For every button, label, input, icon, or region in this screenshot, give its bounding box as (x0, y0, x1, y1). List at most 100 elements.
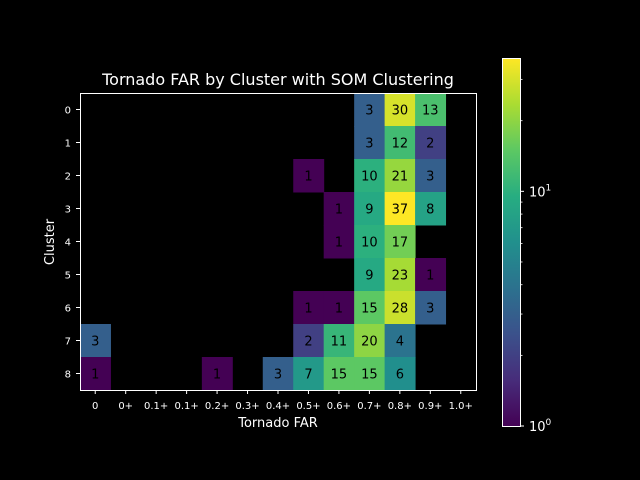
cell-value-label: 15 (361, 368, 378, 383)
heatmap-cell (293, 324, 325, 358)
cell-value-label: 17 (392, 236, 409, 251)
colorbar (502, 58, 521, 427)
y-tick-label: 5 (65, 271, 71, 282)
x-tick-label: 0.4+ (266, 401, 290, 412)
heatmap-cell (80, 357, 111, 391)
colorbar-minor-ticks (520, 78, 523, 356)
heatmap-cell (384, 192, 416, 226)
x-tick-label: 0.8+ (388, 401, 412, 412)
cell-value-label: 13 (422, 104, 439, 119)
cell-value-label: 1 (335, 302, 343, 317)
y-tick-label: 6 (65, 304, 71, 315)
cell-value-label: 37 (392, 203, 409, 218)
cell-value-label: 9 (365, 203, 373, 218)
cell-value-label: 4 (396, 335, 404, 350)
x-tick-label: 0.1+ (144, 401, 168, 412)
heatmap-cell (80, 324, 111, 358)
x-axis-ticks: 0 0+ 0.1+ 0.1+ 0.2+ 0.3+ 0.4+ 0.5+ 0.6+ 0.7+ 0.8+ 0… (92, 390, 473, 412)
x-tick-label: 0.1+ (174, 401, 198, 412)
heatmap-cell (384, 324, 416, 358)
x-tick-label: 0 (92, 401, 98, 412)
cell-value-label: 9 (365, 269, 373, 284)
heatmap-cell (323, 291, 355, 325)
cell-value-label: 1 (335, 236, 343, 251)
y-tick-label: 8 (65, 370, 71, 381)
cell-value-label: 1 (335, 203, 343, 218)
heatmap-cell (415, 258, 447, 292)
x-tick-label: 0.9+ (418, 401, 442, 412)
y-tick-label: 2 (65, 172, 71, 183)
cell-value-label: 7 (304, 368, 312, 383)
cell-value-label: 3 (274, 368, 282, 383)
x-tick-label: 0+ (118, 401, 133, 412)
x-tick-label: 0.3+ (235, 401, 259, 412)
cell-value-label: 1 (213, 368, 221, 383)
heatmap-cell (293, 357, 325, 391)
heatmap-cell (384, 357, 416, 391)
cell-value-label: 1 (91, 368, 99, 383)
cell-value-label: 6 (396, 368, 404, 383)
heatmap-cells (80, 93, 447, 391)
chart-title: Tornado FAR by Cluster with SOM Clusteri… (101, 70, 454, 89)
cell-value-label: 1 (304, 170, 312, 185)
cell-value-label: 10 (361, 170, 378, 185)
cell-value-label: 2 (426, 137, 434, 152)
cell-value-labels: 3 30 133 12 21 10 21 31 9 37 81 10 179 23 11 1 15 28 33 2 11… (91, 104, 438, 383)
heatmap-cell (415, 159, 447, 193)
heatmap-cell (384, 258, 416, 292)
x-tick-label: 0.7+ (357, 401, 381, 412)
x-tick-label: 1.0+ (449, 401, 473, 412)
x-axis-label: Tornado FAR (237, 416, 318, 431)
heatmap-cell (354, 126, 386, 160)
heatmap-cell (323, 324, 355, 358)
y-tick-label: 3 (65, 205, 71, 216)
colorbar-tick-label: 100 (529, 418, 552, 435)
cell-value-label: 15 (361, 302, 378, 317)
colorbar-tick-label: 101 (529, 183, 551, 200)
cell-value-label: 21 (392, 170, 409, 185)
heatmap-cell (354, 357, 386, 391)
heatmap-cell (354, 159, 386, 193)
heatmap-cell (384, 225, 416, 259)
x-tick-label: 0.5+ (296, 401, 320, 412)
colorbar-ticks: 100 101 (520, 183, 552, 435)
heatmap-cell (354, 291, 386, 325)
heatmap-cell (262, 357, 294, 391)
heatmap-cell (354, 258, 386, 292)
x-tick-label: 0.6+ (327, 401, 351, 412)
y-tick-label: 1 (65, 139, 71, 150)
heatmap-cell (415, 291, 447, 325)
heatmap-cell (354, 192, 386, 226)
y-tick-label: 0 (65, 106, 71, 117)
cell-value-label: 3 (426, 302, 434, 317)
cell-value-label: 12 (392, 137, 409, 152)
heatmap-cell (384, 159, 416, 193)
heatmap-cell (323, 225, 355, 259)
cell-value-label: 3 (426, 170, 434, 185)
cell-value-label: 11 (331, 335, 348, 350)
heatmap-cell (323, 192, 355, 226)
heatmap-cell (293, 291, 325, 325)
cell-value-label: 3 (365, 104, 373, 119)
heatmap-cell (201, 357, 233, 391)
cell-value-label: 1 (304, 302, 312, 317)
heatmap-cell (384, 126, 416, 160)
heatmap-cell (384, 93, 416, 127)
heatmap-cell (323, 357, 355, 391)
cell-value-label: 3 (91, 335, 99, 350)
x-tick-label: 0.2+ (205, 401, 229, 412)
heatmap-cell (415, 126, 447, 160)
heatmap-cell (415, 192, 447, 226)
y-tick-label: 4 (65, 238, 71, 249)
y-axis-label: Cluster (43, 218, 58, 265)
cell-value-label: 10 (361, 236, 378, 251)
heatmap-cell (354, 93, 386, 127)
heatmap-cell (354, 324, 386, 358)
cell-value-label: 23 (392, 269, 409, 284)
heatmap-cell (354, 225, 386, 259)
cell-value-label: 15 (331, 368, 348, 383)
cell-value-label: 28 (392, 302, 409, 317)
cell-value-label: 3 (365, 137, 373, 152)
